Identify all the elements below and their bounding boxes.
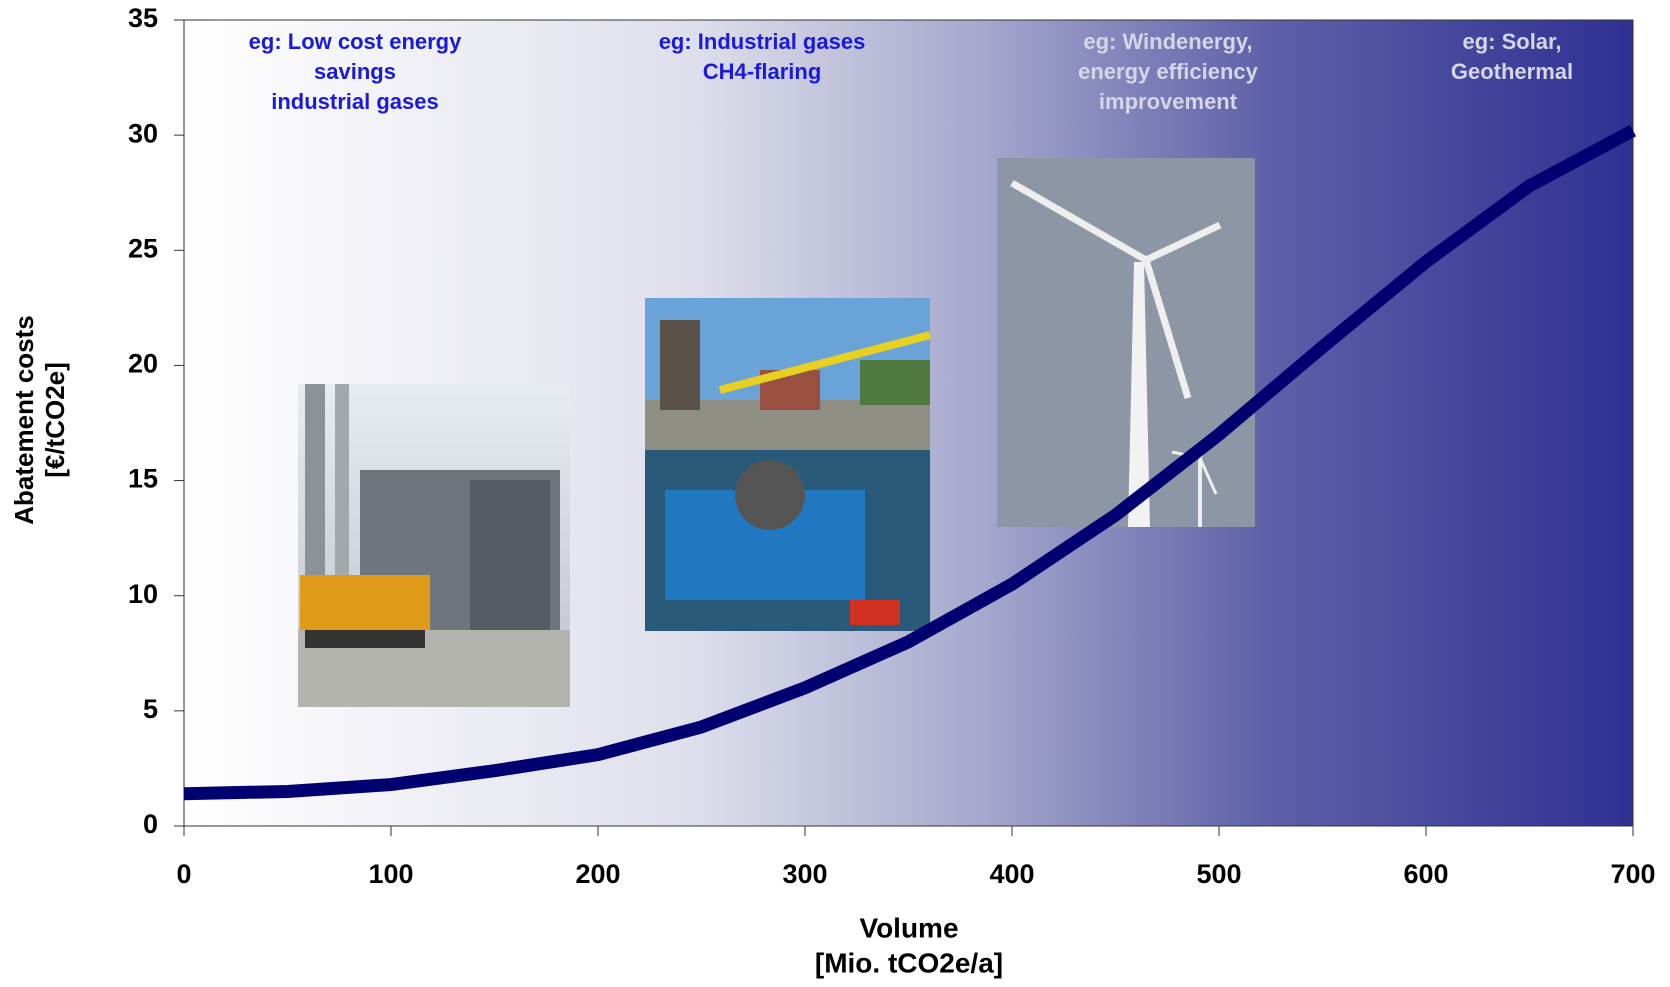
- x-tick-label: 0: [176, 859, 191, 889]
- y-tick-label: 35: [128, 3, 158, 33]
- annotation: CH4-flaring: [703, 59, 822, 84]
- annotation: energy efficiency: [1078, 59, 1259, 84]
- x-tick-label: 200: [575, 859, 620, 889]
- annotation: Geothermal: [1451, 59, 1573, 84]
- annotation: eg: Windenergy,: [1083, 29, 1252, 54]
- annotation: industrial gases: [271, 89, 439, 114]
- x-tick-label: 300: [782, 859, 827, 889]
- photo-wind-turbines: [997, 158, 1255, 527]
- data-line: [183, 124, 1637, 801]
- y-tick-label: 15: [128, 464, 158, 494]
- x-tick-label: 400: [989, 859, 1034, 889]
- annotation: eg: Low cost energy: [249, 29, 462, 54]
- y-tick-label: 20: [128, 349, 158, 379]
- x-tick-label: 600: [1403, 859, 1448, 889]
- x-tick-label: 500: [1196, 859, 1241, 889]
- y-tick-label: 0: [143, 809, 158, 839]
- photo-industrial-plant: [298, 384, 570, 707]
- x-axis-label: [Mio. tCO2e/a]: [815, 947, 1003, 978]
- photo-gas-plant: [645, 298, 932, 631]
- y-axis-label: Abatement costs: [9, 315, 39, 525]
- annotation: improvement: [1099, 89, 1238, 114]
- y-tick-label: 30: [128, 118, 158, 148]
- x-axis-label: Volume: [859, 912, 958, 943]
- annotation: eg: Solar,: [1462, 29, 1561, 54]
- annotation: eg: Industrial gases: [659, 29, 866, 54]
- annotation: savings: [314, 59, 396, 84]
- y-axis-label: [€/tCO2e]: [40, 362, 70, 478]
- y-tick-label: 25: [128, 233, 158, 263]
- x-tick-label: 700: [1610, 859, 1655, 889]
- y-tick-label: 10: [128, 579, 158, 609]
- x-tick-label: 100: [368, 859, 413, 889]
- y-tick-label: 5: [143, 694, 158, 724]
